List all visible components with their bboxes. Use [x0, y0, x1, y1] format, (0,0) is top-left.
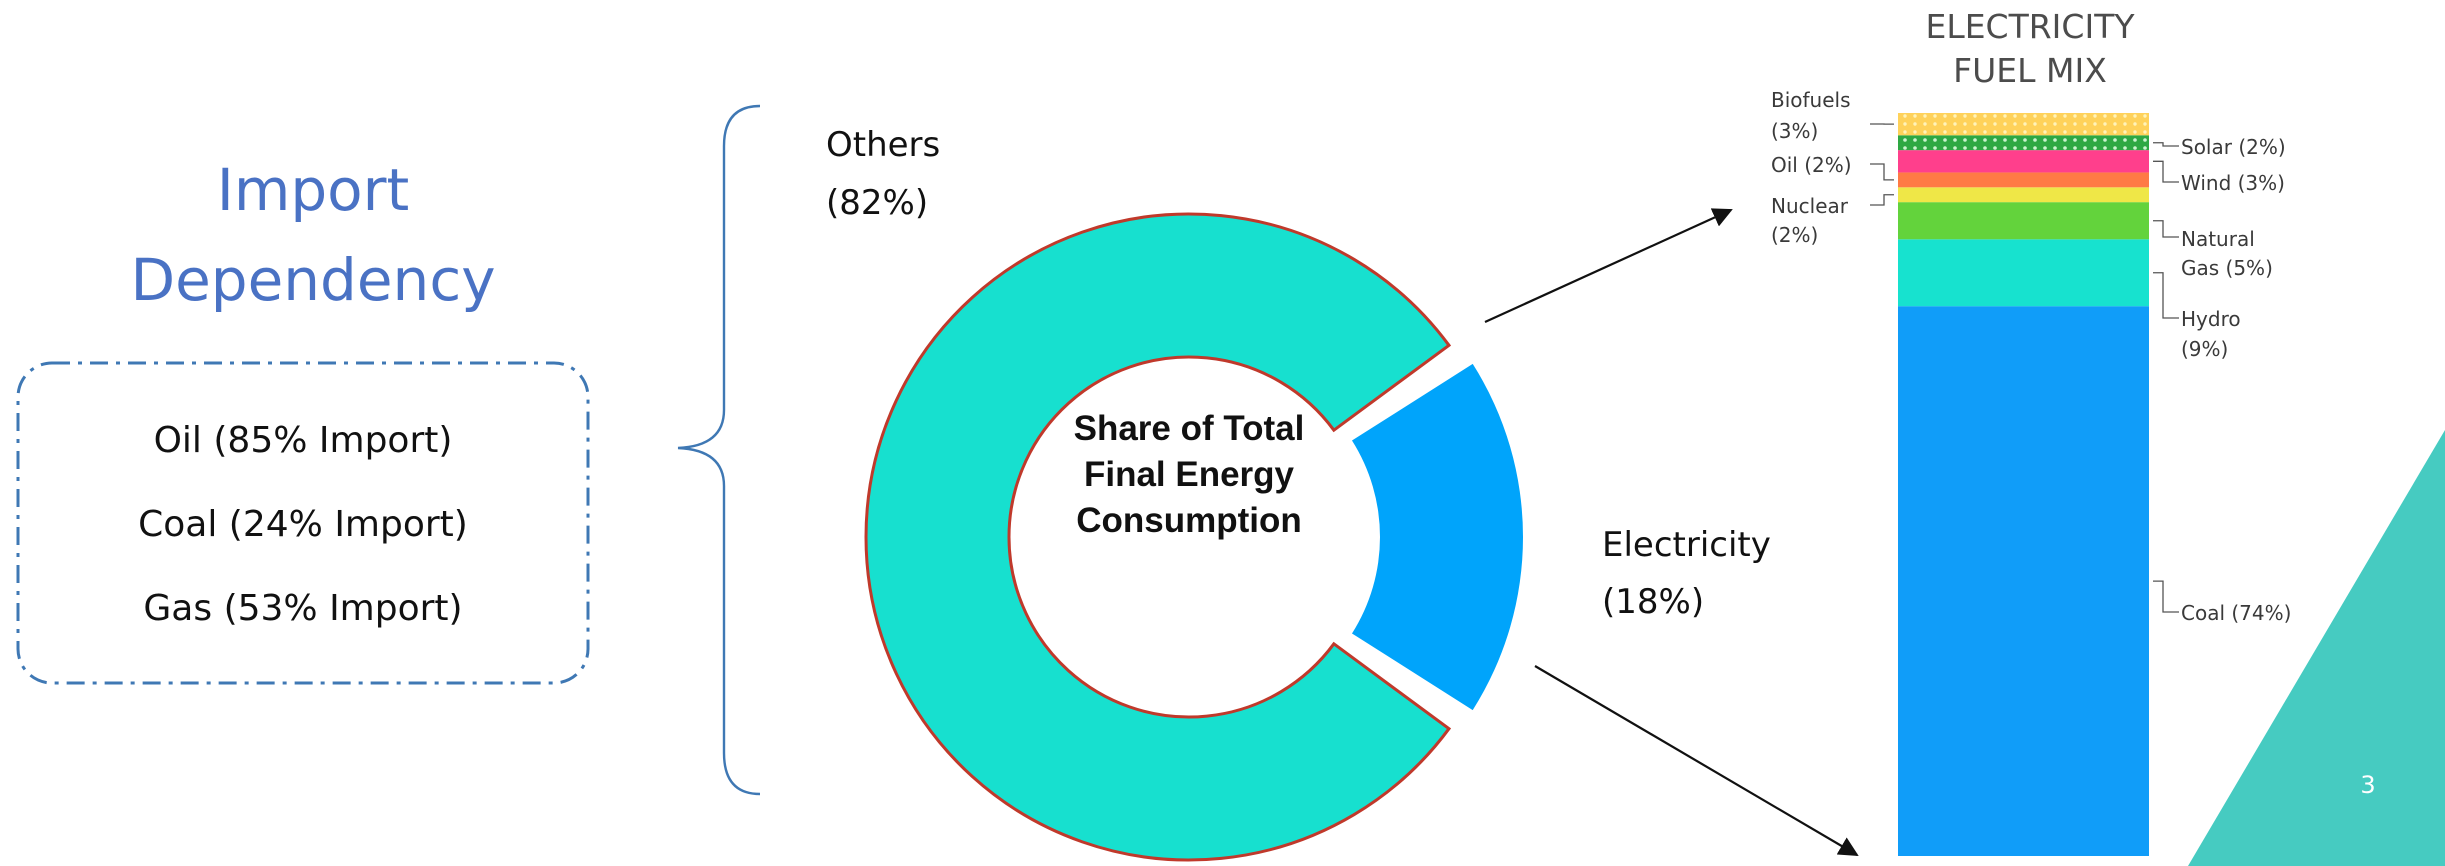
donut-slice-others	[864, 212, 1452, 862]
arrow-to-fuel-mix-top	[1484, 208, 1733, 324]
donut-label-others-line-2: (82%)	[826, 183, 928, 223]
fuel-mix-bars	[1898, 113, 2149, 856]
fuel-label-hydro-line-1: Hydro	[2181, 307, 2241, 331]
fuel-mix-title-line-2: FUEL MIX	[1953, 51, 2107, 90]
import-item-coal: Coal (24% Import)	[138, 504, 468, 545]
fuel-label-nuclear-line-2: (2%)	[1771, 223, 1818, 247]
page-title-line-1: Import	[217, 156, 410, 224]
import-item-gas: Gas (53% Import)	[143, 588, 462, 629]
fuel-segment-natural-gas	[1898, 202, 2149, 240]
fuel-segment-wind	[1898, 150, 2149, 173]
fuel-leader-solar	[2153, 142, 2179, 147]
fuel-leader-oil	[1870, 163, 1894, 181]
accent-triangle	[2188, 430, 2445, 866]
donut-label-electricity-line-1: Electricity	[1602, 525, 1771, 565]
donut-slice-electricity	[1351, 363, 1523, 711]
fuel-label-biofuels-line-2: (3%)	[1771, 119, 1818, 143]
page-number: 3	[2360, 771, 2375, 799]
grouping-brace	[677, 104, 761, 796]
fuel-leader-hydro	[2153, 272, 2179, 319]
import-item-oil: Oil (85% Import)	[154, 420, 453, 461]
fuel-label-natural-gas-line-2: Gas (5%)	[2181, 256, 2273, 280]
fuel-label-oil-line-1: Oil (2%)	[1771, 153, 1852, 177]
fuel-label-hydro-line-2: (9%)	[2181, 337, 2228, 361]
fuel-label-biofuels-line-1: Biofuels	[1771, 88, 1851, 112]
donut-chart: Others (82%) Electricity (18%) Share of …	[826, 125, 1771, 862]
fuel-label-coal-line-1: Coal (74%)	[2181, 601, 2291, 625]
donut-center-label-line-2: Final Energy	[1084, 455, 1295, 494]
fuel-mix-labels: Coal (74%) Hydro (9%) Natural Gas (5%) N…	[1771, 88, 2291, 625]
fuel-mix-leaders	[1870, 123, 2179, 613]
fuel-segment-biofuels	[1898, 113, 2149, 136]
donut-label-electricity-line-2: (18%)	[1602, 582, 1704, 622]
electricity-fuel-mix: ELECTRICITY FUEL MIX Coal (74%) Hydro (9…	[1771, 7, 2291, 856]
fuel-segment-hydro	[1898, 239, 2149, 307]
fuel-leader-wind	[2153, 160, 2179, 183]
fuel-mix-title-line-1: ELECTRICITY	[1925, 7, 2135, 46]
fuel-leader-nuclear	[1870, 194, 1894, 206]
donut-center-label-line-3: Consumption	[1076, 501, 1302, 540]
fuel-label-nuclear-line-1: Nuclear	[1771, 194, 1849, 218]
fuel-leader-natural-gas	[2153, 220, 2179, 238]
donut-label-others-line-1: Others	[826, 125, 940, 165]
fuel-label-solar-line-1: Solar (2%)	[2181, 135, 2286, 159]
fuel-leader-coal	[2153, 580, 2179, 613]
donut-center-label-line-1: Share of Total	[1074, 409, 1305, 448]
fuel-label-wind-line-1: Wind (3%)	[2181, 171, 2285, 195]
fuel-label-natural-gas-line-1: Natural	[2181, 227, 2255, 251]
fuel-segment-coal	[1898, 306, 2149, 856]
fuel-segment-nuclear	[1898, 187, 2149, 203]
fuel-segment-oil	[1898, 172, 2149, 188]
fuel-segment-solar	[1898, 135, 2149, 151]
import-dependency-box	[16, 361, 590, 685]
arrow-to-fuel-mix-bottom	[1534, 665, 1859, 857]
page-title-line-2: Dependency	[130, 246, 495, 314]
